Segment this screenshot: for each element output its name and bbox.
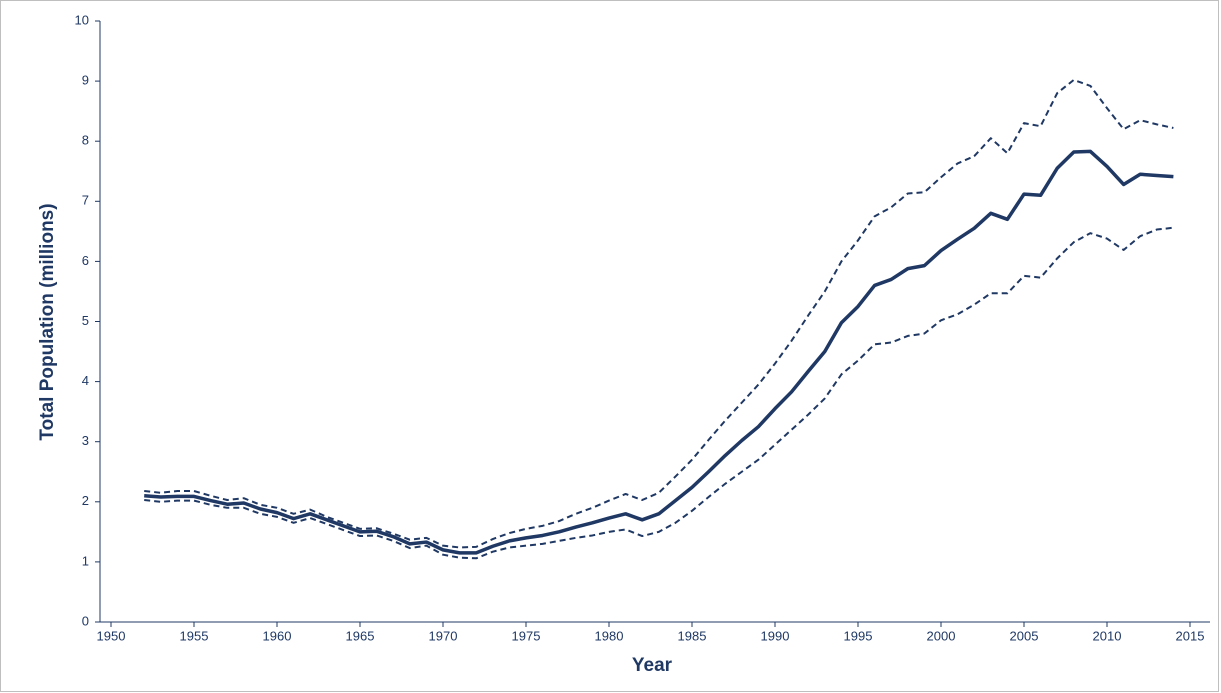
x-tick-label: 1995 bbox=[844, 628, 873, 643]
y-tick-label: 7 bbox=[82, 193, 89, 208]
x-tick-label: 2010 bbox=[1093, 628, 1122, 643]
bound-line bbox=[144, 78, 1174, 549]
x-tick-label: 1955 bbox=[180, 628, 209, 643]
y-tick-label: 3 bbox=[82, 433, 89, 448]
x-axis-title: Year bbox=[632, 655, 673, 676]
x-tick-label: 1980 bbox=[595, 628, 624, 643]
x-tick-label: 1965 bbox=[346, 628, 375, 643]
y-tick-label: 2 bbox=[82, 493, 89, 508]
y-tick-label: 10 bbox=[75, 12, 89, 27]
x-tick-label: 1970 bbox=[429, 628, 458, 643]
x-tick-label: 1975 bbox=[512, 628, 541, 643]
y-tick-label: 1 bbox=[82, 553, 89, 568]
x-tick-label: 1985 bbox=[678, 628, 707, 643]
x-tick-label: 1960 bbox=[263, 628, 292, 643]
x-tick-label: 1950 bbox=[97, 628, 126, 643]
y-tick-label: 5 bbox=[82, 313, 89, 328]
main-line bbox=[144, 149, 1174, 555]
x-tick-label: 2005 bbox=[1010, 628, 1039, 643]
bound-line bbox=[144, 226, 1174, 560]
x-tick-label: 2000 bbox=[927, 628, 956, 643]
y-axis-title: Total Population (millions) bbox=[37, 203, 58, 440]
y-tick-label: 9 bbox=[82, 73, 89, 88]
y-tick-label: 0 bbox=[82, 613, 89, 628]
y-tick-label: 6 bbox=[82, 253, 89, 268]
y-tick-label: 8 bbox=[82, 133, 89, 148]
x-tick-label: 1990 bbox=[761, 628, 790, 643]
y-tick-label: 4 bbox=[82, 373, 89, 388]
x-tick-label: 2015 bbox=[1176, 628, 1205, 643]
